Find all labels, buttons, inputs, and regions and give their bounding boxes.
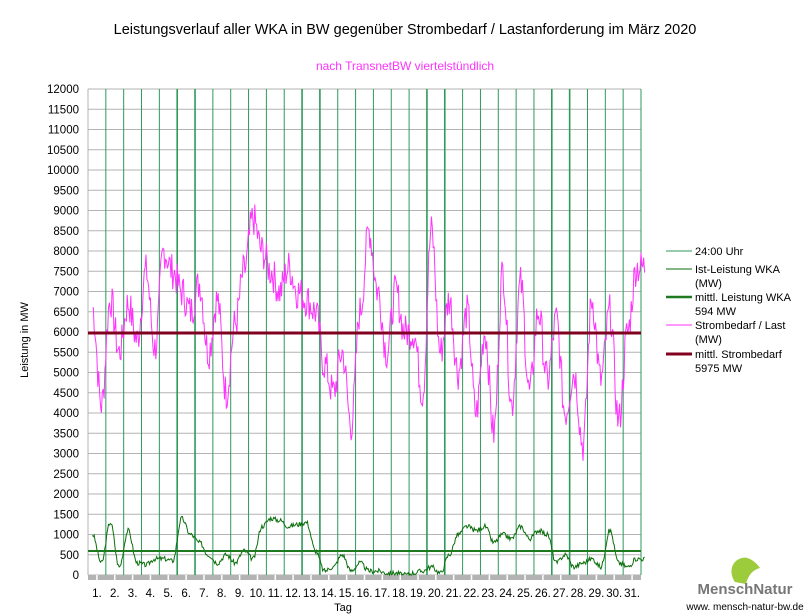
x-tick-label: 14. (321, 588, 337, 600)
series-line-ist-leistung-wka (92, 515, 645, 577)
series-line-strombedarf (92, 204, 646, 461)
y-tick-label: 9000 (53, 206, 79, 218)
legend-label: (MW) (695, 278, 722, 290)
legend-label: 5975 MW (695, 363, 743, 375)
legend-label: Ist-Leistung WKA (695, 264, 781, 276)
x-tick-label: 5. (163, 588, 173, 600)
x-tick-label: 10. (249, 588, 265, 600)
x-tick-label: 17. (374, 588, 390, 600)
x-tick-labels: 1. 2. 3. 4. 5. 6. 7. 8. 9. 10. 11. 12. 13. 14. 15. 16. 1… (92, 588, 640, 600)
logo: MenschNatur www. mensch-natur-bw.de (685, 557, 804, 613)
x-tick-label: 19. (410, 588, 426, 600)
legend-label: 594 MW (695, 306, 737, 318)
y-tick-label: 8500 (53, 226, 79, 238)
y-tick-labels: 0 500 1000 1500 2000 2500 3000 3500 4000 4500 5000… (47, 84, 79, 582)
x-tick-label: 27. (553, 588, 569, 600)
y-tick-label: 2000 (53, 489, 79, 501)
x-tick-label: 13. (303, 588, 319, 600)
chart-subtitle: nach TransnetBW viertelstündlich (316, 59, 494, 73)
x-tick-label: 8. (217, 588, 227, 600)
y-tick-label: 500 (60, 550, 79, 562)
legend-label: mittl. Strombedarf (695, 349, 783, 361)
x-tick-label: 12. (285, 588, 301, 600)
y-tick-label: 5500 (53, 347, 79, 359)
y-tick-label: 10500 (47, 145, 79, 157)
x-tick-label: 18. (392, 588, 408, 600)
x-tick-label: 4. (146, 588, 156, 600)
x-tick-label: 1. (92, 588, 102, 600)
legend-label: Strombedarf / Last (695, 320, 786, 332)
x-tick-label: 2. (110, 588, 120, 600)
x-axis-label: Tag (334, 602, 352, 614)
legend: 24:00 Uhr Ist-Leistung WKA (MW) mittl. L… (666, 246, 792, 375)
x-tick-label: 25. (517, 588, 533, 600)
y-tick-label: 11000 (48, 125, 79, 137)
x-tick-label: 28. (571, 588, 587, 600)
y-tick-label: 7000 (53, 287, 79, 299)
y-tick-label: 4500 (53, 388, 79, 400)
y-tick-label: 2500 (53, 469, 79, 481)
y-tick-label: 11500 (48, 104, 79, 116)
logo-url[interactable]: www. mensch-natur-bw.de (685, 602, 804, 613)
y-tick-label: 5000 (53, 368, 79, 380)
y-tick-label: 3500 (53, 428, 79, 440)
ginkgo-leaf-icon (731, 557, 760, 584)
y-tick-label: 9500 (53, 185, 79, 197)
x-tick-label: 24. (499, 588, 515, 600)
x-tick-label: 9. (235, 588, 245, 600)
logo-text: MenschNatur (697, 581, 792, 598)
y-tick-label: 1000 (53, 530, 79, 542)
series-group (88, 204, 646, 577)
x-tick-label: 29. (588, 588, 604, 600)
y-tick-label: 0 (73, 570, 79, 582)
x-tick-label: 6. (181, 588, 191, 600)
legend-label: mittl. Leistung WKA (695, 292, 792, 304)
legend-label: (MW) (695, 334, 722, 346)
x-tick-label: 26. (535, 588, 551, 600)
y-tick-label: 3000 (53, 449, 79, 461)
y-tick-label: 1500 (53, 509, 79, 521)
y-tick-label: 4000 (53, 408, 79, 420)
y-axis-label: Leistung in MW (19, 301, 31, 377)
x-tick-label: 22. (464, 588, 480, 600)
chart-title: Leistungsverlauf aller WKA in BW gegenüb… (114, 22, 697, 38)
x-tick-label: 30. (606, 588, 622, 600)
x-tick-label: 31. (624, 588, 640, 600)
x-tick-label: 7. (199, 588, 209, 600)
x-tick-label: 20. (428, 588, 444, 600)
y-tick-label: 12000 (47, 84, 79, 96)
y-tick-label: 10000 (47, 165, 79, 177)
x-tick-label: 23. (481, 588, 497, 600)
x-tick-label: 16. (357, 588, 373, 600)
y-tick-label: 6000 (53, 327, 79, 339)
x-tick-label: 3. (128, 588, 138, 600)
legend-label: 24:00 Uhr (695, 246, 744, 258)
x-tick-label: 11. (268, 588, 283, 600)
x-tick-label: 15. (339, 588, 355, 600)
y-tick-label: 6500 (53, 307, 79, 319)
x-tick-label: 21. (446, 588, 462, 600)
y-tick-label: 8000 (53, 246, 79, 258)
y-tick-label: 7500 (53, 266, 79, 278)
